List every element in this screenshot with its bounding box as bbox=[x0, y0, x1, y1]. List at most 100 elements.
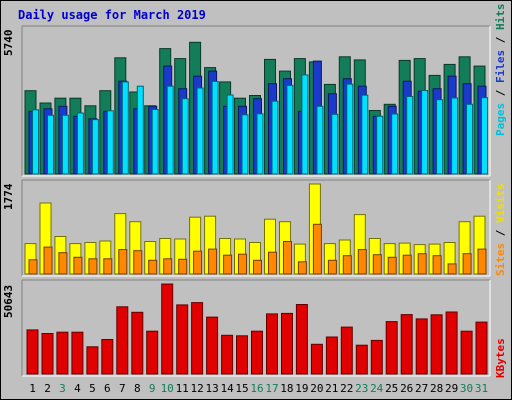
bar-sites-day-19 bbox=[297, 261, 307, 275]
bar-sites-day-6 bbox=[103, 258, 113, 275]
x-tick-label-day-4: 4 bbox=[74, 382, 81, 395]
bar-sites-day-1 bbox=[28, 259, 38, 275]
bar-kbytes-day-5 bbox=[86, 346, 99, 375]
bar-sites-day-25 bbox=[387, 256, 397, 275]
bar-sites-day-4 bbox=[73, 256, 83, 275]
x-tick-label-day-30: 30 bbox=[460, 382, 473, 395]
bar-pages-day-16 bbox=[256, 113, 264, 175]
bar-pages-day-25 bbox=[391, 113, 399, 175]
x-tick-label-day-1: 1 bbox=[29, 382, 36, 395]
bar-pages-day-28 bbox=[436, 99, 444, 175]
x-tick-label-day-28: 28 bbox=[430, 382, 443, 395]
x-tick-label-day-25: 25 bbox=[385, 382, 398, 395]
bar-sites-day-13 bbox=[208, 248, 218, 275]
x-tick-label-day-19: 19 bbox=[295, 382, 308, 395]
x-tick-label-day-11: 11 bbox=[176, 382, 189, 395]
x-tick-label-day-18: 18 bbox=[280, 382, 293, 395]
bar-sites-day-29 bbox=[447, 263, 457, 275]
bar-pages-day-19 bbox=[301, 74, 309, 175]
bar-sites-day-21 bbox=[327, 259, 337, 275]
chart-title: Daily usage for March 2019 bbox=[18, 8, 206, 22]
bar-kbytes-day-1 bbox=[26, 329, 39, 375]
x-tick-label-day-31: 31 bbox=[475, 382, 488, 395]
bar-kbytes-day-14 bbox=[221, 334, 234, 375]
bar-pages-day-18 bbox=[286, 84, 294, 175]
bar-kbytes-day-19 bbox=[295, 304, 308, 375]
bar-pages-day-10 bbox=[166, 85, 174, 175]
bar-sites-day-10 bbox=[163, 258, 173, 275]
bar-pages-day-3 bbox=[61, 114, 69, 175]
bar-sites-day-28 bbox=[432, 255, 442, 275]
bar-pages-day-30 bbox=[466, 103, 473, 175]
x-tick-label-day-3: 3 bbox=[59, 382, 66, 395]
bar-pages-day-4 bbox=[76, 112, 84, 175]
x-tick-label-day-8: 8 bbox=[134, 382, 141, 395]
bar-sites-day-30 bbox=[462, 253, 472, 275]
x-tick-label-day-14: 14 bbox=[220, 382, 234, 395]
x-tick-label-day-10: 10 bbox=[161, 382, 174, 395]
bar-pages-day-9 bbox=[151, 109, 159, 175]
bar-pages-day-22 bbox=[346, 83, 354, 175]
bar-kbytes-day-3 bbox=[56, 331, 69, 375]
x-tick-label-day-17: 17 bbox=[265, 382, 278, 395]
bar-kbytes-day-2 bbox=[41, 333, 54, 375]
bar-pages-day-6 bbox=[106, 110, 114, 175]
bar-kbytes-day-15 bbox=[236, 335, 248, 375]
x-tick-label-day-26: 26 bbox=[400, 382, 413, 395]
bar-kbytes-day-20 bbox=[310, 343, 323, 375]
bar-kbytes-day-17 bbox=[266, 313, 278, 375]
bar-pages-day-24 bbox=[376, 115, 384, 175]
bar-sites-day-5 bbox=[88, 258, 98, 275]
bar-sites-day-3 bbox=[58, 252, 68, 275]
x-tick-label-day-12: 12 bbox=[190, 382, 203, 395]
bar-pages-day-17 bbox=[271, 100, 279, 175]
x-tick-label-day-20: 20 bbox=[310, 382, 323, 395]
bar-pages-day-26 bbox=[406, 96, 414, 175]
bar-kbytes-day-6 bbox=[101, 339, 114, 375]
bar-pages-day-1 bbox=[32, 109, 39, 175]
bar-pages-day-29 bbox=[451, 97, 459, 175]
x-tick-label-day-9: 9 bbox=[149, 382, 156, 395]
bar-kbytes-day-10 bbox=[161, 283, 174, 375]
bar-kbytes-day-25 bbox=[385, 321, 398, 375]
bar-pages-day-5 bbox=[91, 119, 99, 175]
x-tick-label-day-2: 2 bbox=[44, 382, 51, 395]
bar-pages-day-27 bbox=[421, 90, 429, 175]
bar-kbytes-day-11 bbox=[176, 304, 189, 375]
bar-pages-day-7 bbox=[121, 81, 129, 175]
x-tick-label-day-6: 6 bbox=[104, 382, 111, 395]
x-tick-label-day-27: 27 bbox=[415, 382, 428, 395]
x-tick-label-day-21: 21 bbox=[325, 382, 338, 395]
bar-sites-day-18 bbox=[283, 241, 292, 275]
bar-pages-day-20 bbox=[316, 105, 324, 175]
bar-kbytes-day-9 bbox=[146, 330, 159, 375]
bar-pages-day-13 bbox=[211, 80, 219, 175]
bar-pages-day-14 bbox=[226, 94, 234, 175]
bar-kbytes-day-13 bbox=[206, 316, 219, 375]
bar-sites-day-24 bbox=[372, 254, 382, 275]
bar-sites-day-16 bbox=[253, 259, 262, 275]
bar-pages-day-11 bbox=[181, 98, 189, 175]
bar-pages-day-2 bbox=[47, 114, 54, 175]
x-tick-label-day-16: 16 bbox=[250, 382, 263, 395]
bar-kbytes-day-24 bbox=[370, 339, 383, 375]
bar-kbytes-day-16 bbox=[251, 330, 263, 375]
bar-pages-day-8 bbox=[136, 85, 144, 175]
bar-sites-day-12 bbox=[193, 250, 203, 275]
bar-sites-day-8 bbox=[133, 250, 143, 275]
bar-sites-day-31 bbox=[477, 248, 487, 275]
x-tick-label-day-22: 22 bbox=[340, 382, 353, 395]
x-tick-label-day-15: 15 bbox=[235, 382, 248, 395]
x-tick-label-day-5: 5 bbox=[89, 382, 96, 395]
bar-kbytes-day-21 bbox=[325, 336, 338, 375]
bar-sites-day-2 bbox=[43, 246, 53, 275]
bar-kbytes-day-12 bbox=[191, 302, 204, 375]
bar-kbytes-day-30 bbox=[460, 330, 473, 375]
bar-kbytes-day-26 bbox=[400, 314, 413, 375]
bar-kbytes-day-28 bbox=[430, 314, 443, 375]
bar-sites-day-20 bbox=[312, 223, 322, 275]
bar-sites-day-7 bbox=[118, 249, 128, 275]
x-tick-label-day-29: 29 bbox=[445, 382, 458, 395]
bar-kbytes-day-8 bbox=[131, 311, 144, 375]
